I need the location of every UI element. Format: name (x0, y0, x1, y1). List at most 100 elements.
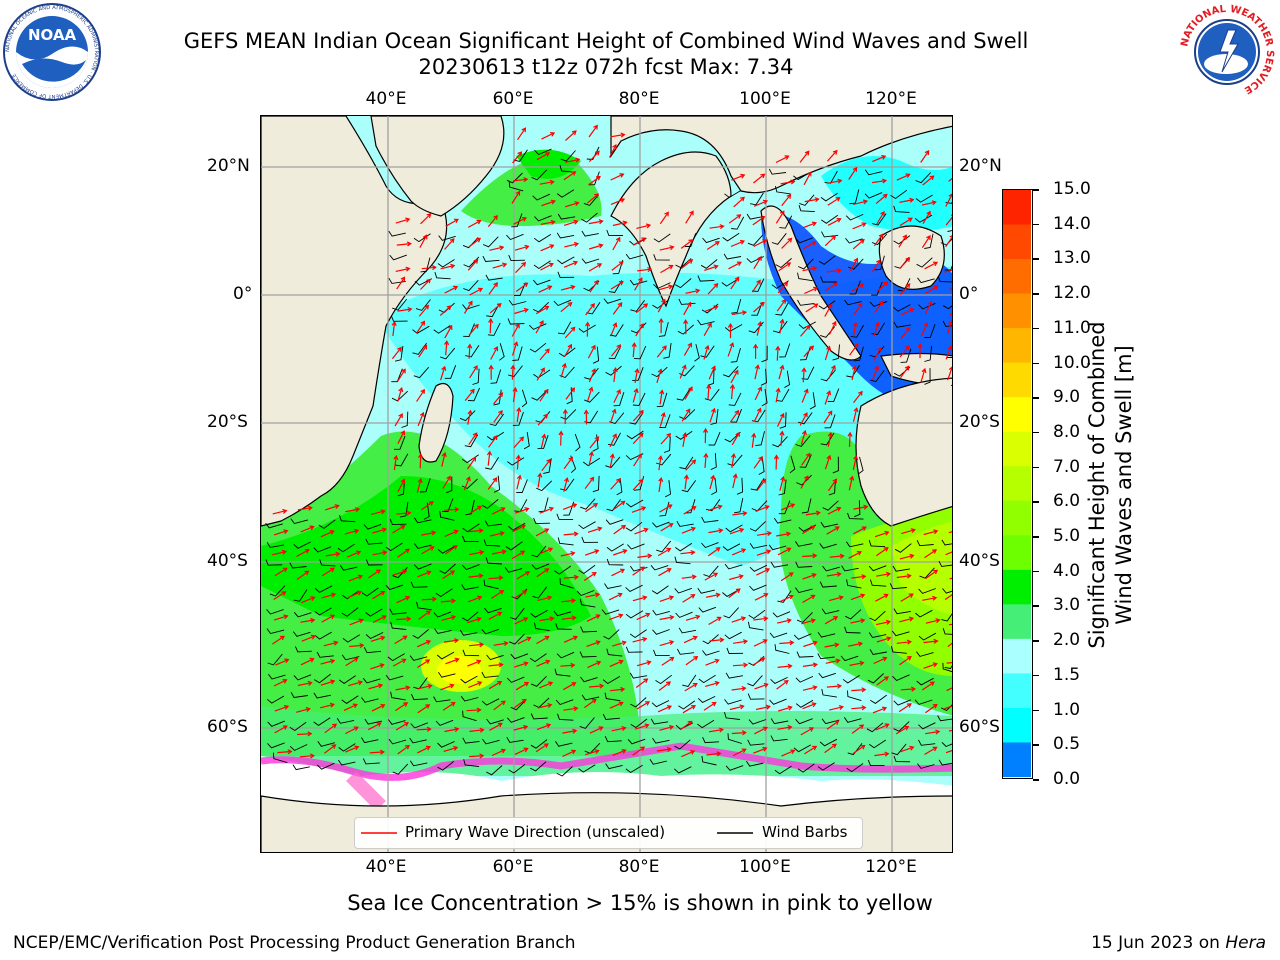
wave-direction-arrow (708, 505, 722, 512)
wave-arrow-head (449, 238, 455, 244)
wind-barb (736, 477, 744, 495)
wave-arrow-head (882, 656, 888, 662)
wind-barb (582, 457, 601, 467)
wave-arrow-head (307, 680, 313, 686)
wave-arrow-head (382, 550, 388, 556)
wave-arrow-head (881, 155, 887, 160)
wind-barb (919, 567, 935, 579)
wind-barb (832, 344, 840, 361)
wave-arrow-head (497, 722, 503, 728)
wave-direction-arrow (417, 659, 430, 669)
wind-barb (914, 214, 933, 223)
wind-barb (776, 388, 790, 402)
wave-direction-arrow (345, 746, 359, 753)
wind-barb (401, 411, 409, 428)
wind-barb (461, 478, 478, 490)
wave-direction-arrow (538, 285, 552, 293)
wave-direction-arrow (416, 321, 425, 334)
wave-arrow-head (781, 298, 787, 304)
wave-direction-arrow (900, 593, 914, 602)
wave-arrow-head (397, 346, 402, 352)
wave-arrow-head (692, 682, 698, 688)
wave-arrow-head (570, 284, 576, 290)
wave-direction-arrow (445, 658, 459, 665)
wind-barb (938, 560, 952, 567)
wave-direction-arrow (802, 573, 816, 580)
wave-arrow-head (754, 364, 760, 370)
wave-arrow-head (666, 432, 672, 438)
wave-direction-arrow (540, 221, 555, 225)
wind-barb (796, 612, 813, 623)
wave-arrow-head (637, 453, 642, 459)
wave-arrow-head (329, 530, 335, 535)
colorbar-swatch (1003, 535, 1031, 571)
wave-arrow-head (640, 746, 646, 752)
wave-arrow-head (695, 288, 701, 294)
wave-direction-arrow (349, 619, 364, 626)
wave-arrow-head (497, 611, 503, 617)
wave-arrow-head (836, 571, 842, 577)
wind-barb (724, 431, 741, 443)
wave-direction-arrow (754, 387, 762, 401)
wave-direction-arrow (709, 639, 724, 642)
wave-arrow-head (618, 613, 624, 619)
wave-direction-arrow (728, 214, 741, 224)
wind-barb (625, 610, 644, 619)
wave-arrow-head (335, 551, 341, 557)
wind-barb (798, 412, 813, 425)
wave-arrow-head (544, 568, 550, 573)
wind-barb (490, 369, 502, 384)
wave-direction-arrow (491, 590, 504, 599)
wind-barb (290, 692, 308, 698)
wave-direction-arrow (781, 194, 791, 207)
wave-arrow-head (467, 343, 473, 349)
wave-direction-arrow (682, 594, 695, 603)
wind-barb (481, 499, 499, 509)
wave-arrow-head (638, 277, 643, 283)
wave-direction-arrow (824, 743, 837, 754)
wave-arrow-head (703, 452, 709, 458)
wind-barb (460, 695, 479, 702)
wave-direction-arrow (489, 246, 504, 251)
wave-arrow-head (929, 175, 935, 181)
wind-barb (506, 736, 524, 743)
wave-arrow-head (762, 726, 768, 732)
wave-direction-arrow (633, 453, 642, 467)
wave-direction-arrow (445, 218, 459, 227)
wave-arrow-head (707, 322, 712, 328)
wave-direction-arrow (608, 593, 622, 601)
wave-direction-arrow (682, 705, 696, 714)
wind-barb (338, 759, 356, 766)
wave-arrow-head (426, 278, 431, 284)
wave-direction-arrow (540, 263, 554, 271)
wave-arrow-head (329, 614, 336, 620)
wave-arrow-head (447, 324, 453, 330)
wave-arrow-head (571, 749, 577, 755)
wave-direction-arrow (368, 722, 381, 731)
wave-arrow-head (405, 685, 411, 691)
wave-direction-arrow (417, 685, 432, 690)
wind-barb (779, 343, 791, 358)
wave-direction-arrow (323, 744, 336, 754)
wave-direction-arrow (297, 507, 312, 511)
wave-arrow-head (691, 506, 697, 511)
wind-barb (748, 719, 767, 725)
wave-direction-arrow (706, 241, 720, 251)
wave-direction-arrow (563, 261, 578, 268)
wave-arrow-head (760, 657, 766, 662)
wind-barb (793, 172, 811, 181)
wave-arrow-head (524, 681, 530, 687)
wind-barb (433, 325, 451, 334)
wave-direction-arrow (491, 507, 505, 515)
wave-arrow-head (400, 478, 406, 484)
wave-arrow-head (634, 368, 640, 374)
wave-arrow-head (713, 305, 719, 311)
wind-barb (798, 524, 817, 532)
wind-barb (832, 456, 839, 474)
wave-direction-arrow (300, 658, 314, 666)
wave-arrow-head (786, 193, 792, 199)
wave-direction-arrow (900, 688, 915, 691)
lat-label-right: 0° (959, 284, 979, 304)
colorbar-tick-mark (1033, 674, 1039, 677)
wave-arrow-head (808, 727, 814, 732)
